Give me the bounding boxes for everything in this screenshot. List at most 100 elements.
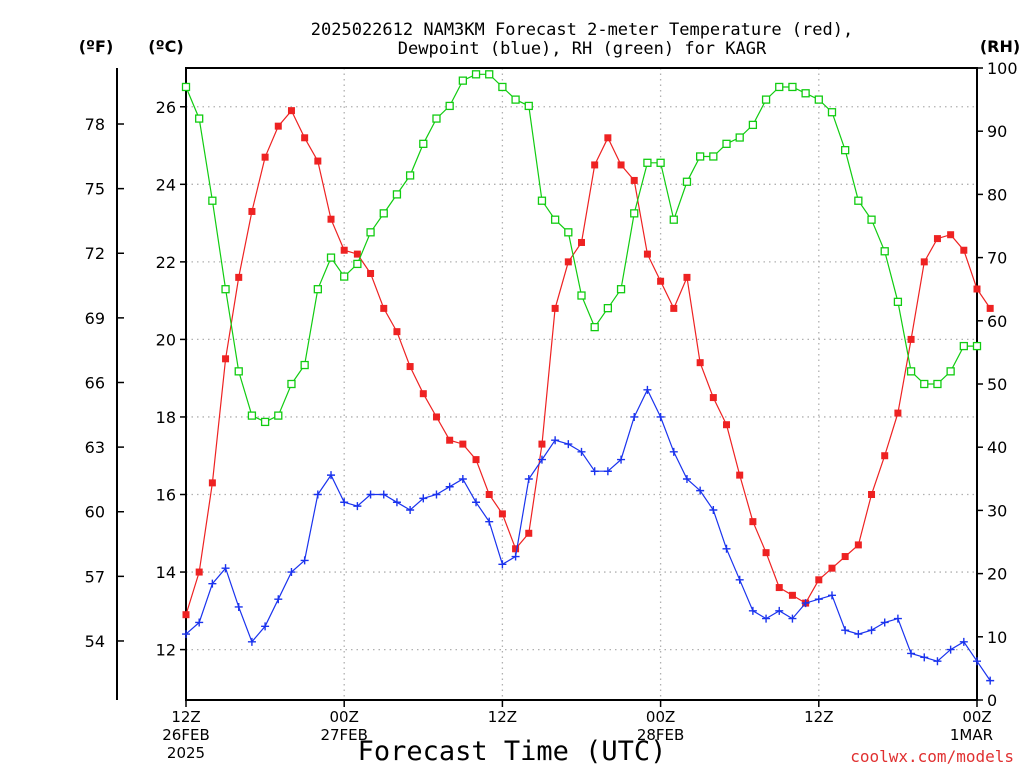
dewpoint-point xyxy=(379,490,388,499)
dewpoint-point xyxy=(973,657,981,666)
dewpoint-point xyxy=(287,568,296,577)
dewpoint-line xyxy=(185,388,991,681)
temperature-point xyxy=(353,250,361,258)
temperature-point xyxy=(459,440,467,448)
dewpoint-point xyxy=(195,618,204,627)
rh-point xyxy=(234,367,243,376)
rh-point xyxy=(801,89,810,98)
rh-point xyxy=(933,379,942,389)
dewpoint-point xyxy=(340,498,349,507)
dewpoint-point xyxy=(748,606,757,615)
rh-point xyxy=(669,215,678,224)
x-tick-label: 2025 xyxy=(167,744,205,762)
rh-point xyxy=(920,379,929,389)
temperature-point xyxy=(538,440,546,448)
rh-point xyxy=(471,70,481,79)
fahrenheit-tick-label: 57 xyxy=(85,567,105,586)
dewpoint-point xyxy=(880,618,889,627)
dewpoint-point xyxy=(854,630,863,639)
rh-tick-label: 30 xyxy=(987,501,1007,520)
temperature-point xyxy=(868,491,876,499)
rh-tick-label: 20 xyxy=(987,565,1007,584)
dewpoint-point xyxy=(366,490,375,499)
temperature-point xyxy=(551,304,559,312)
temperature-point xyxy=(380,304,388,312)
rh-point xyxy=(682,177,692,186)
rh-tick-label: 80 xyxy=(987,185,1007,204)
dewpoint-point xyxy=(603,467,612,476)
temperature-point xyxy=(749,518,757,526)
x-tick-label: 00Z xyxy=(646,708,675,726)
dewpoint-point xyxy=(577,447,586,456)
temperature-point xyxy=(340,246,348,254)
dewpoint-point xyxy=(867,626,876,635)
x-tick-label: 00Z xyxy=(330,708,359,726)
dewpoint-point xyxy=(406,506,415,515)
dewpoint-point xyxy=(827,591,836,600)
temperature-point xyxy=(578,238,585,246)
dewpoint-point xyxy=(327,471,336,480)
temperature-point xyxy=(195,568,203,576)
rh-point xyxy=(564,228,573,237)
rh-tick-label: 0 xyxy=(987,691,997,710)
temperature-point xyxy=(894,409,902,417)
dewpoint-point xyxy=(735,575,744,584)
dewpoint-point xyxy=(696,486,705,495)
temperature-point xyxy=(696,359,704,367)
rh-tick-label: 40 xyxy=(987,438,1007,457)
rh-line xyxy=(185,73,977,423)
dewpoint-point xyxy=(221,564,230,573)
temperature-point xyxy=(775,584,783,592)
dewpoint-point xyxy=(709,506,718,515)
temperature-point xyxy=(854,541,862,549)
dewpoint-point xyxy=(775,606,784,615)
rh-point xyxy=(366,228,375,237)
fahrenheit-tick-label: 75 xyxy=(85,180,105,199)
temperature-point xyxy=(498,510,506,518)
dewpoint-point xyxy=(432,490,441,499)
dewpoint-point xyxy=(907,649,916,658)
temperature-point xyxy=(274,122,282,130)
temperature-point xyxy=(657,277,665,285)
temperature-point xyxy=(736,471,744,479)
temperature-point xyxy=(960,246,968,254)
rh-point xyxy=(287,379,296,389)
fahrenheit-tick-label: 60 xyxy=(85,503,105,522)
temperature-point xyxy=(301,134,309,142)
temperature-point xyxy=(709,394,717,402)
dewpoint-point xyxy=(564,440,573,449)
dewpoint-point xyxy=(788,614,797,623)
rh-point xyxy=(445,101,454,111)
dewpoint-point xyxy=(801,599,810,608)
dewpoint-point xyxy=(933,657,942,666)
rh-point xyxy=(827,108,837,117)
temperature-point xyxy=(973,285,981,293)
rh-point xyxy=(841,146,850,155)
temperature-point xyxy=(235,273,243,281)
rh-point xyxy=(630,209,639,218)
temperature-point xyxy=(314,157,322,165)
dewpoint-point xyxy=(458,474,467,483)
rh-point xyxy=(392,190,402,199)
x-tick-label: 26FEB xyxy=(162,726,209,744)
rh-point xyxy=(340,272,349,281)
fahrenheit-tick-label: 66 xyxy=(85,373,105,392)
rh-point xyxy=(432,114,441,123)
dewpoint-point xyxy=(313,490,322,499)
celsius-tick-label: 18 xyxy=(156,408,176,427)
rh-point xyxy=(906,367,916,376)
rh-point xyxy=(221,285,230,294)
celsius-tick-label: 22 xyxy=(156,253,176,272)
temperature-point xyxy=(446,436,454,444)
rh-point xyxy=(603,304,613,313)
dewpoint-point xyxy=(392,498,401,507)
x-tick-label: 28FEB xyxy=(637,726,684,744)
temperature-point xyxy=(208,479,216,487)
rh-point xyxy=(326,253,336,262)
rh-tick-label: 70 xyxy=(987,249,1007,268)
temperature-point xyxy=(564,258,572,266)
x-axis-label: Forecast Time (UTC) xyxy=(358,736,667,767)
fahrenheit-tick-label: 78 xyxy=(85,115,105,134)
temperature-point xyxy=(881,452,889,460)
dewpoint-point xyxy=(472,498,481,507)
